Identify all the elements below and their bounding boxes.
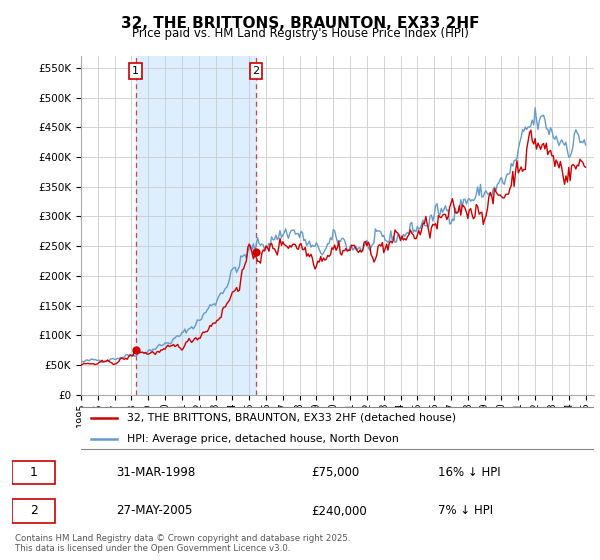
FancyBboxPatch shape bbox=[12, 499, 55, 523]
Text: £240,000: £240,000 bbox=[311, 505, 367, 517]
Text: 1: 1 bbox=[132, 66, 139, 76]
Text: 2: 2 bbox=[253, 66, 259, 76]
Text: 1: 1 bbox=[29, 466, 38, 479]
Text: £75,000: £75,000 bbox=[311, 466, 360, 479]
Text: 7% ↓ HPI: 7% ↓ HPI bbox=[438, 505, 493, 517]
Text: 32, THE BRITTONS, BRAUNTON, EX33 2HF (detached house): 32, THE BRITTONS, BRAUNTON, EX33 2HF (de… bbox=[127, 413, 456, 423]
Text: 2: 2 bbox=[29, 505, 38, 517]
Bar bbox=[136, 56, 256, 395]
Text: Price paid vs. HM Land Registry's House Price Index (HPI): Price paid vs. HM Land Registry's House … bbox=[131, 27, 469, 40]
Text: HPI: Average price, detached house, North Devon: HPI: Average price, detached house, Nort… bbox=[127, 435, 399, 444]
Text: 32, THE BRITTONS, BRAUNTON, EX33 2HF: 32, THE BRITTONS, BRAUNTON, EX33 2HF bbox=[121, 16, 479, 31]
FancyBboxPatch shape bbox=[79, 407, 596, 449]
Text: 16% ↓ HPI: 16% ↓ HPI bbox=[438, 466, 501, 479]
FancyBboxPatch shape bbox=[12, 460, 55, 484]
Text: 31-MAR-1998: 31-MAR-1998 bbox=[116, 466, 195, 479]
Text: 27-MAY-2005: 27-MAY-2005 bbox=[116, 505, 192, 517]
Text: Contains HM Land Registry data © Crown copyright and database right 2025.
This d: Contains HM Land Registry data © Crown c… bbox=[15, 534, 350, 553]
